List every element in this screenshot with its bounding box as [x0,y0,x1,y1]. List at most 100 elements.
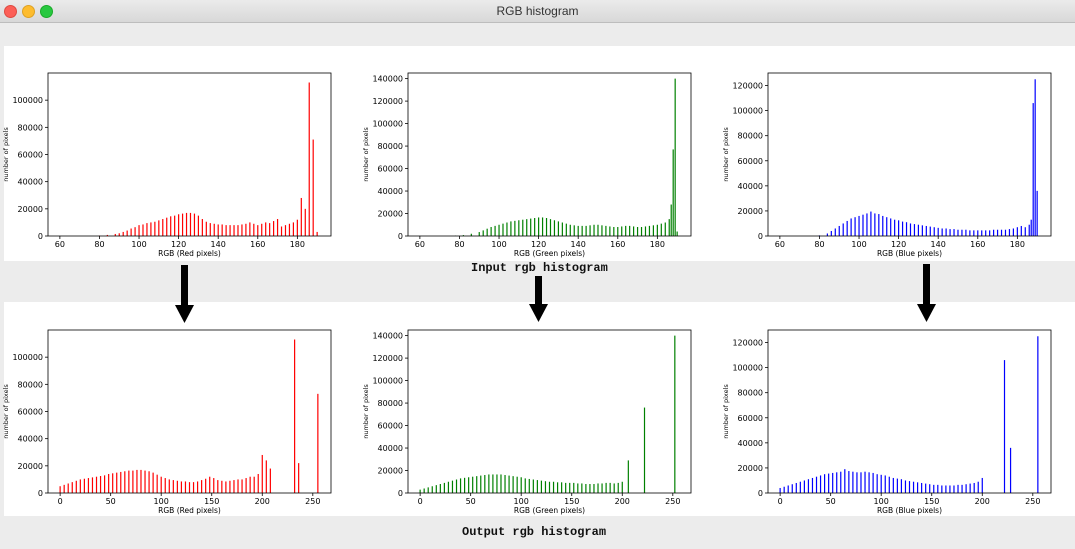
bar [854,217,856,236]
bar [601,225,603,236]
bar [882,215,884,236]
x-axis-label: RGB (Blue pixels) [877,506,942,515]
close-window-button[interactable] [4,5,17,18]
bar [237,479,239,493]
bar [937,227,939,236]
bar [470,233,472,236]
y-tick-label: 80000 [738,389,763,398]
x-tick-label: 100 [154,497,169,506]
bar [136,469,138,493]
x-tick-label: 50 [826,497,836,506]
x-axis-label: RGB (Green pixels) [514,506,585,515]
bar [949,229,951,236]
bar [625,225,627,236]
bar [488,474,490,493]
bar [166,217,168,236]
bar [516,476,518,493]
bar [118,233,120,236]
bar [189,212,192,236]
bar [830,230,832,236]
bar [217,224,219,236]
bar [573,225,575,236]
bar [957,484,959,493]
x-tick-label: 80 [94,240,104,249]
bar [468,477,470,493]
arrow-down-icon [175,265,194,323]
x-tick-label: 140 [571,240,586,249]
bar [316,231,318,236]
x-tick-label: 120 [891,240,906,249]
bar [508,475,510,493]
zoom-window-button[interactable] [40,5,53,18]
bar [213,223,215,236]
bar [188,482,191,493]
bar [874,213,876,236]
y-axis-label: number of pixels [362,384,370,439]
bar [811,477,814,493]
bar [949,485,951,493]
bar [1028,224,1030,236]
bar [1036,190,1038,236]
bar [193,213,196,236]
bar [878,214,880,236]
bar [209,223,211,236]
minimize-window-button[interactable] [22,5,35,18]
bar [176,480,178,493]
bar [556,482,559,493]
bar [492,474,494,493]
bar [512,476,514,493]
bar [627,460,629,493]
bar [1020,225,1022,236]
bar [229,480,231,493]
bars [98,82,318,236]
x-tick-label: 100 [491,240,506,249]
bar [312,139,314,236]
y-tick-label: 20000 [18,462,43,471]
plot-frame [407,72,692,237]
bar [969,230,971,236]
bar [245,478,247,493]
x-axis-label: RGB (Blue pixels) [877,249,942,258]
bar [205,478,207,493]
y-axis-label: number of pixels [2,127,10,182]
bar [668,219,670,236]
bar [178,214,180,236]
bar [858,215,860,236]
x-tick-label: 80 [454,240,464,249]
y-axis-label: number of pixels [2,384,10,439]
bar [419,489,421,493]
x-tick-label: 150 [204,497,219,506]
bar [977,481,979,493]
bar [996,229,999,236]
bar [160,476,162,493]
x-tick-label: 100 [131,240,146,249]
bar [174,215,176,236]
y-tick-label: 20000 [378,467,403,476]
bars [454,78,678,236]
bar [1032,103,1034,236]
x-tick-label: 250 [665,497,680,506]
bar [104,475,106,493]
bar [640,227,643,236]
bar [864,471,866,493]
y-tick-label: 100000 [372,377,403,386]
bar [120,471,122,493]
bar [71,482,73,493]
bar [476,476,478,493]
bar [484,475,486,493]
bars [419,335,676,493]
bar [504,475,506,493]
y-tick-label: 40000 [18,435,43,444]
bar [520,477,522,493]
y-tick-label: 60000 [18,151,43,160]
bar [597,483,599,493]
y-tick-label: 60000 [738,414,763,423]
y-tick-label: 20000 [738,207,763,216]
bar [866,213,868,236]
bar [280,226,283,236]
plot-frame [767,72,1052,237]
bar [621,481,623,493]
x-tick-label: 180 [650,240,665,249]
bar [296,219,298,236]
bar [265,460,267,493]
